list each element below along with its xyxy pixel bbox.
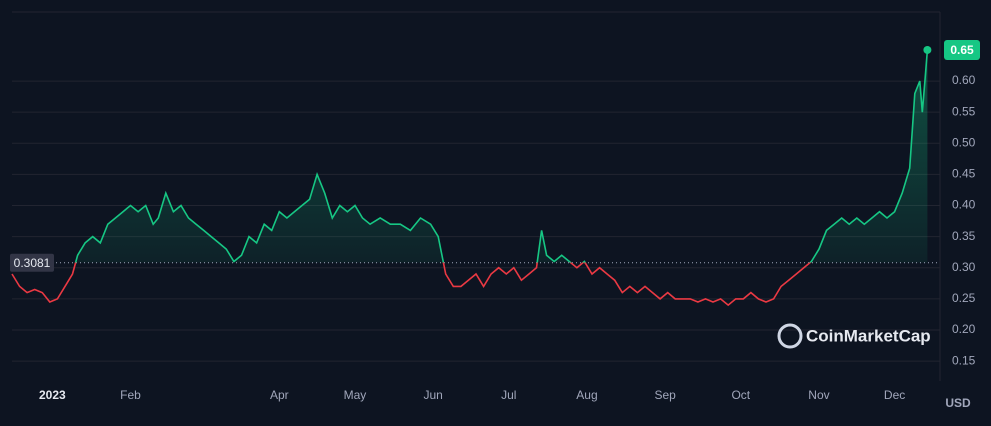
- last-point: [923, 45, 932, 54]
- x-tick-label: Dec: [884, 388, 905, 402]
- last-price-label: 0.65: [950, 43, 974, 57]
- y-tick-label: 0.40: [952, 198, 976, 212]
- y-tick-label: 0.25: [952, 291, 976, 305]
- x-tick-label: Aug: [576, 388, 597, 402]
- reference-label: 0.3081: [14, 256, 51, 270]
- watermark: CoinMarketCap: [777, 323, 931, 349]
- reference-label-box: [10, 253, 54, 272]
- currency-label: USD: [945, 396, 971, 410]
- x-tick-label: May: [344, 388, 367, 402]
- x-tick-label: 2023: [39, 388, 66, 402]
- x-tick-label: Feb: [120, 388, 141, 402]
- y-tick-label: 0.35: [952, 229, 976, 243]
- y-tick-label: 0.55: [952, 104, 976, 118]
- price-line: [11, 49, 929, 307]
- x-tick-label: Oct: [731, 388, 750, 402]
- watermark-text: CoinMarketCap: [806, 326, 931, 345]
- y-tick-label: 0.30: [952, 260, 976, 274]
- x-tick-label: Jun: [423, 388, 442, 402]
- y-tick-label: 0.50: [952, 135, 976, 149]
- last-price-box: [944, 39, 980, 60]
- x-tick-label: Jul: [501, 388, 516, 402]
- y-tick-label: 0.45: [952, 167, 976, 181]
- x-tick-label: Nov: [808, 388, 829, 402]
- price-area: [12, 50, 928, 263]
- x-tick-label: Sep: [654, 388, 676, 402]
- y-tick-label: 0.15: [952, 353, 976, 367]
- watermark-logo: [777, 323, 803, 349]
- x-tick-label: Apr: [270, 388, 289, 402]
- y-tick-label: 0.20: [952, 322, 976, 336]
- y-tick-label: 0.60: [952, 73, 976, 87]
